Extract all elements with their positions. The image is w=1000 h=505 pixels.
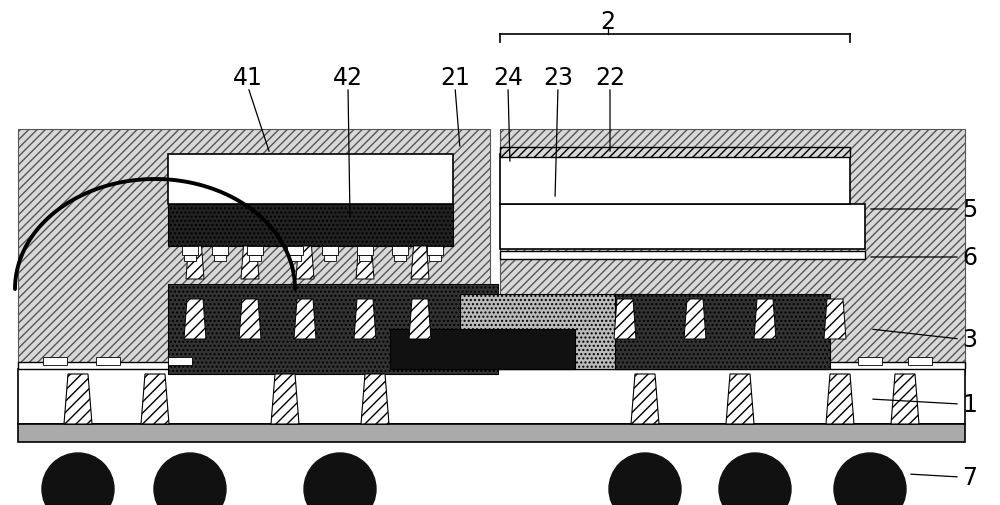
Polygon shape xyxy=(631,374,659,424)
Bar xyxy=(429,256,441,262)
Text: 2: 2 xyxy=(600,10,616,34)
Bar xyxy=(43,358,67,365)
Circle shape xyxy=(304,453,376,505)
Polygon shape xyxy=(826,374,854,424)
Bar xyxy=(168,358,192,365)
Bar xyxy=(168,205,453,246)
Text: 24: 24 xyxy=(493,66,523,90)
Circle shape xyxy=(834,453,906,505)
Bar xyxy=(247,246,263,256)
Bar xyxy=(359,256,371,262)
Text: 7: 7 xyxy=(962,465,977,489)
Text: 1: 1 xyxy=(963,392,977,416)
Text: 5: 5 xyxy=(962,197,978,222)
Bar xyxy=(324,256,336,262)
Polygon shape xyxy=(726,374,754,424)
Bar xyxy=(18,424,965,442)
Polygon shape xyxy=(361,374,389,424)
Polygon shape xyxy=(141,374,169,424)
Circle shape xyxy=(609,453,681,505)
Bar xyxy=(394,256,406,262)
Bar xyxy=(427,246,443,256)
Circle shape xyxy=(719,453,791,505)
Text: 3: 3 xyxy=(962,327,977,351)
Polygon shape xyxy=(891,374,919,424)
Bar xyxy=(18,362,965,369)
Bar xyxy=(357,246,373,256)
Polygon shape xyxy=(614,299,636,339)
Bar xyxy=(908,358,932,365)
Polygon shape xyxy=(241,246,259,279)
Polygon shape xyxy=(354,299,376,339)
Polygon shape xyxy=(754,299,776,339)
Bar xyxy=(500,251,865,260)
Bar xyxy=(289,256,301,262)
Circle shape xyxy=(154,453,226,505)
Bar xyxy=(287,246,303,256)
Bar xyxy=(18,130,490,374)
Text: 42: 42 xyxy=(333,66,363,90)
Bar xyxy=(212,246,228,256)
Bar xyxy=(858,358,882,365)
Polygon shape xyxy=(294,299,316,339)
Bar xyxy=(184,256,196,262)
Bar xyxy=(168,155,453,205)
Polygon shape xyxy=(296,246,314,279)
Polygon shape xyxy=(186,246,204,279)
Bar xyxy=(182,246,198,256)
Polygon shape xyxy=(184,299,206,339)
Bar xyxy=(168,284,498,374)
Polygon shape xyxy=(239,299,261,339)
Bar xyxy=(500,130,965,374)
Bar xyxy=(214,256,226,262)
Text: 21: 21 xyxy=(440,66,470,90)
Bar xyxy=(500,205,865,249)
Polygon shape xyxy=(356,246,374,279)
Bar xyxy=(96,358,120,365)
Text: 23: 23 xyxy=(543,66,573,90)
Polygon shape xyxy=(409,299,431,339)
Circle shape xyxy=(42,453,114,505)
Bar xyxy=(18,369,965,424)
Bar xyxy=(500,155,850,205)
Text: 6: 6 xyxy=(962,245,977,270)
Bar xyxy=(249,256,261,262)
Polygon shape xyxy=(824,299,846,339)
Polygon shape xyxy=(411,246,429,279)
Text: 41: 41 xyxy=(233,66,263,90)
Bar xyxy=(322,246,338,256)
Bar xyxy=(390,329,575,369)
Polygon shape xyxy=(64,374,92,424)
Bar xyxy=(615,294,830,369)
Bar xyxy=(460,294,645,369)
Polygon shape xyxy=(684,299,706,339)
Text: 22: 22 xyxy=(595,66,625,90)
Bar xyxy=(392,246,408,256)
Bar xyxy=(500,147,850,158)
Polygon shape xyxy=(271,374,299,424)
